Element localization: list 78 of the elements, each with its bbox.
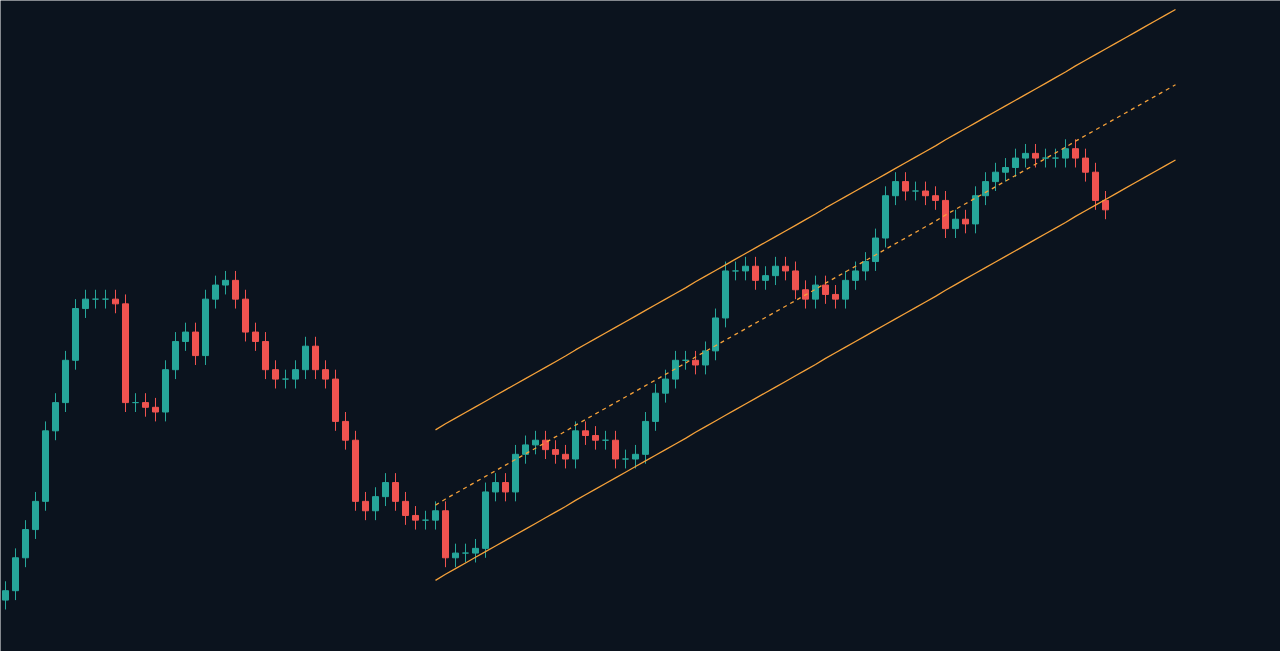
candlestick <box>182 322 189 352</box>
candlestick <box>752 256 759 291</box>
candlestick <box>552 439 559 465</box>
candlestick <box>392 472 399 512</box>
candlestick <box>1032 143 1039 168</box>
candlestick <box>372 486 379 521</box>
candlestick <box>872 228 879 272</box>
candlestick <box>382 472 389 507</box>
candlestick <box>432 500 439 531</box>
candlestick <box>212 275 219 310</box>
candlestick <box>862 251 869 281</box>
candlestick <box>742 256 749 281</box>
candlestick <box>812 275 819 310</box>
candlestick <box>1102 190 1109 220</box>
candlestick <box>612 430 619 469</box>
candlestick <box>532 430 539 455</box>
candlestick <box>912 181 919 201</box>
candlestick <box>632 444 639 469</box>
candlestick <box>322 359 329 389</box>
candlestick <box>902 171 909 201</box>
candlestick <box>992 162 999 192</box>
candlestick <box>412 505 419 531</box>
candlestick <box>1062 138 1069 168</box>
candlestick <box>982 171 989 206</box>
candlestick <box>402 491 409 526</box>
candlestick <box>192 322 199 366</box>
candlestick <box>822 275 829 305</box>
candlestick <box>452 543 459 568</box>
candlestick <box>82 289 89 319</box>
candlestick <box>232 270 239 310</box>
candlestick <box>932 185 939 211</box>
candlestick <box>662 369 669 404</box>
candlestick <box>582 420 589 446</box>
candlestick <box>592 425 599 451</box>
candlestick <box>962 209 969 234</box>
candlestick <box>782 256 789 281</box>
candlestick <box>252 322 259 352</box>
candlestick <box>542 430 549 460</box>
candlestick <box>672 350 679 389</box>
candlestick <box>152 397 159 422</box>
candlestick <box>702 340 709 375</box>
candlestick <box>1012 148 1019 178</box>
candlestick <box>502 472 509 502</box>
candlestick <box>562 444 569 469</box>
candlestick <box>342 411 349 451</box>
candlestick <box>362 491 369 521</box>
candlestick <box>142 392 149 418</box>
candlestick <box>852 261 859 291</box>
candlestick <box>922 181 929 206</box>
candlestick <box>112 289 119 314</box>
candlestick <box>472 538 479 563</box>
candlestick <box>762 265 769 291</box>
candlestick <box>1052 148 1059 168</box>
candlestick <box>892 171 899 206</box>
candlestick <box>1022 143 1029 168</box>
candlestick <box>282 369 289 389</box>
candlestick <box>732 261 739 281</box>
candlestick <box>492 472 499 502</box>
candlestick <box>222 270 229 295</box>
candlestick <box>792 261 799 300</box>
candlestick <box>292 359 299 389</box>
candlestick <box>772 256 779 286</box>
candlestick <box>302 336 309 380</box>
candlestick <box>2 580 9 610</box>
candlestick <box>832 284 839 310</box>
candlestick <box>952 209 959 239</box>
candlestick <box>312 336 319 380</box>
candlestick <box>1082 148 1089 183</box>
candlestick <box>692 350 699 375</box>
candlestick <box>622 449 629 469</box>
candlestick <box>842 270 849 310</box>
candlestick <box>1002 157 1009 183</box>
candlestick <box>1072 138 1079 168</box>
candlestick <box>462 543 469 563</box>
candlestick <box>1042 148 1049 168</box>
candlestick <box>522 435 529 465</box>
candlestick <box>272 359 279 389</box>
candlestick <box>802 279 809 310</box>
